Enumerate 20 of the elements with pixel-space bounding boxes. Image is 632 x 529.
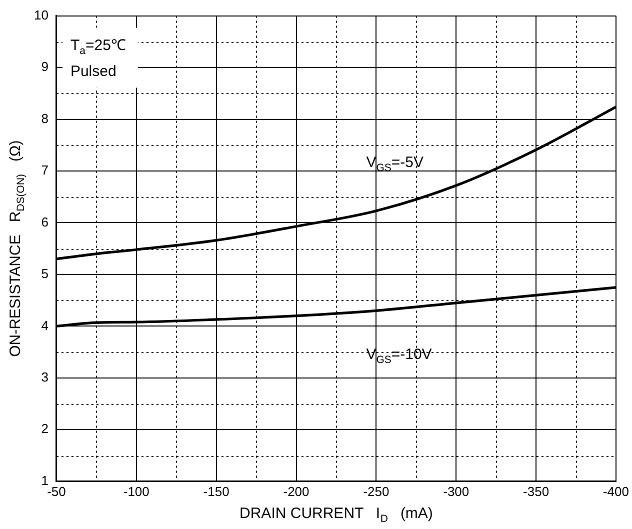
x-tick-label: -300 [443, 484, 470, 499]
x-tick-label: -50 [47, 484, 66, 499]
y-tick-label: 9 [41, 59, 48, 74]
y-tick-label: 4 [41, 318, 48, 333]
y-tick-label: 1 [41, 472, 48, 488]
y-tick-label: 5 [41, 266, 48, 282]
y-axis-title: ON-RESISTANCE RDS(ON) (Ω) [7, 140, 28, 357]
y-tick-label: 8 [41, 110, 48, 126]
annotation: Pulsed [70, 62, 116, 80]
x-tick-label: -400 [602, 484, 630, 499]
x-tick-label: -250 [363, 484, 390, 499]
x-tick-label: -350 [523, 484, 550, 499]
x-tick-label: -100 [123, 484, 150, 499]
y-tick-label: 7 [41, 162, 48, 178]
y-tick-label: 10 [34, 7, 48, 22]
y-tick-label: 3 [41, 370, 48, 385]
x-tick-label: -150 [203, 484, 230, 499]
y-tick-label: 6 [41, 214, 48, 230]
y-tick-label: 2 [41, 421, 48, 436]
x-tick-label: -200 [283, 484, 310, 499]
